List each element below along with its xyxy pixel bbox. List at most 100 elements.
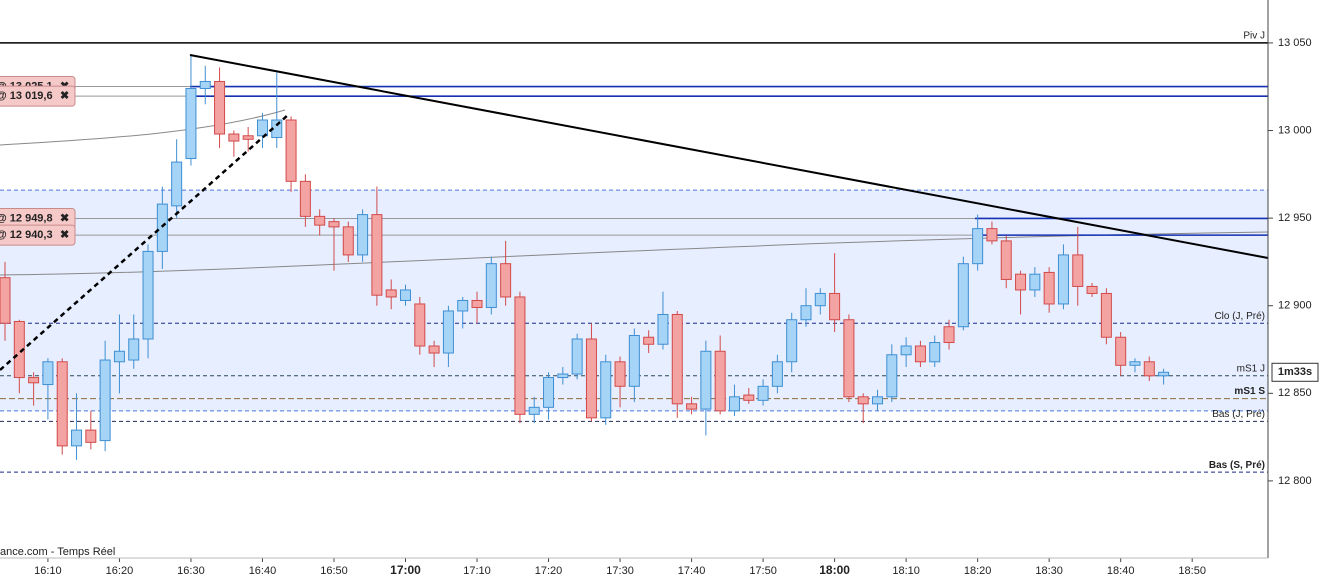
level-label: Bas (S, Pré) — [1209, 460, 1265, 471]
x-tick-label: 17:30 — [606, 565, 634, 577]
order-close: ✖ — [60, 212, 69, 224]
candle-body — [1057, 254, 1069, 305]
candle-body — [256, 119, 268, 137]
candle-body — [757, 385, 769, 401]
candle-body — [514, 296, 526, 415]
candle-body — [1086, 285, 1098, 294]
candle-body — [471, 299, 483, 308]
candle-body — [686, 403, 698, 410]
x-tick-label: 18:50 — [1178, 565, 1206, 577]
y-tick-label: 12 850 — [1278, 387, 1312, 399]
candle-body — [113, 350, 125, 363]
x-tick-label: 17:00 — [390, 563, 421, 577]
candle-body — [457, 299, 469, 312]
x-tick-label: 17:40 — [678, 565, 706, 577]
candle-body — [85, 429, 97, 443]
moving-average — [0, 109, 286, 146]
candle-body — [285, 119, 297, 182]
countdown: 1m33s — [1278, 366, 1312, 378]
candle-body — [299, 180, 311, 217]
level-layer — [0, 42, 1268, 473]
order-label: @ 12 949,8 — [0, 212, 53, 224]
candle-body — [371, 214, 383, 296]
candle-body — [786, 319, 798, 363]
candle-body — [972, 228, 984, 265]
candle-body — [185, 87, 197, 160]
x-tick-label: 17:20 — [535, 565, 563, 577]
candle-body — [528, 406, 540, 415]
candle-body — [485, 263, 497, 308]
candle-body — [1158, 371, 1170, 377]
candle-body — [56, 361, 68, 447]
candle-body — [500, 263, 512, 298]
candle-body — [214, 80, 226, 135]
candle-body — [385, 289, 397, 298]
candle-body — [1000, 240, 1012, 280]
x-tick-label: 16:50 — [320, 565, 348, 577]
candle-layer — [0, 55, 1170, 460]
x-tick-label: 18:40 — [1107, 565, 1135, 577]
order-box — [0, 224, 76, 246]
candle-body — [900, 345, 912, 356]
candle-body — [829, 292, 841, 321]
candle-body — [800, 305, 812, 321]
candle-body — [1072, 254, 1084, 287]
candle-body — [1043, 271, 1055, 305]
y-tick-label: 13 000 — [1278, 124, 1312, 136]
order-label: @ 13 019,6 — [0, 90, 53, 102]
candle-body — [28, 377, 40, 384]
order-close: ✖ — [60, 229, 69, 241]
candle-body — [314, 215, 326, 226]
trend-line — [0, 114, 289, 371]
countdown-box — [1271, 362, 1319, 382]
candle-body — [442, 310, 454, 354]
candle-body — [228, 133, 240, 142]
level-label: mS1 S — [1234, 386, 1265, 397]
candle-body — [428, 345, 440, 354]
candle-body — [600, 361, 612, 419]
x-tick-label: 17:50 — [749, 565, 777, 577]
x-tick-label: 16:10 — [34, 565, 62, 577]
candle-body — [728, 396, 740, 412]
candle-body — [929, 342, 941, 363]
candle-body — [957, 263, 969, 328]
candle-body — [872, 396, 884, 405]
y-tick-label: 12 800 — [1278, 475, 1312, 487]
candle-body — [99, 359, 111, 442]
x-tick-label: 18:10 — [892, 565, 920, 577]
level-label: mS1 J — [1237, 363, 1265, 374]
candle-body — [914, 345, 926, 363]
candle-body — [1129, 361, 1141, 366]
level-label: Piv J — [1243, 31, 1265, 42]
y-tick-label: 13 050 — [1278, 37, 1312, 49]
candle-body — [328, 221, 340, 228]
candle-body — [71, 429, 83, 447]
candle-body — [743, 394, 755, 401]
x-tick-label: 18:30 — [1035, 565, 1063, 577]
level-label: Clo (J, Pré) — [1214, 311, 1265, 322]
candle-body — [886, 354, 898, 398]
x-tick-label: 16:20 — [106, 565, 134, 577]
candle-body — [1015, 273, 1027, 291]
candle-body — [771, 361, 783, 387]
order-close: ✖ — [60, 90, 69, 102]
candle-body — [657, 313, 669, 345]
y-tick-label: 12 900 — [1278, 300, 1312, 312]
candle-body — [0, 277, 11, 324]
candle-body — [986, 228, 998, 242]
candle-body — [585, 338, 597, 419]
candle-body — [843, 319, 855, 398]
candle-body — [128, 338, 140, 361]
y-tick-label: 12 950 — [1278, 212, 1312, 224]
candle-body — [614, 361, 626, 387]
order-label: @ 12 940,3 — [0, 229, 53, 241]
candle-body — [1143, 361, 1155, 377]
candle-body — [714, 350, 726, 412]
candle-body — [156, 203, 168, 252]
candle-body — [171, 161, 183, 207]
x-tick-label: 17:10 — [463, 565, 491, 577]
candle-body — [1029, 273, 1041, 291]
candle-body — [342, 226, 354, 256]
candle-body — [628, 335, 640, 387]
